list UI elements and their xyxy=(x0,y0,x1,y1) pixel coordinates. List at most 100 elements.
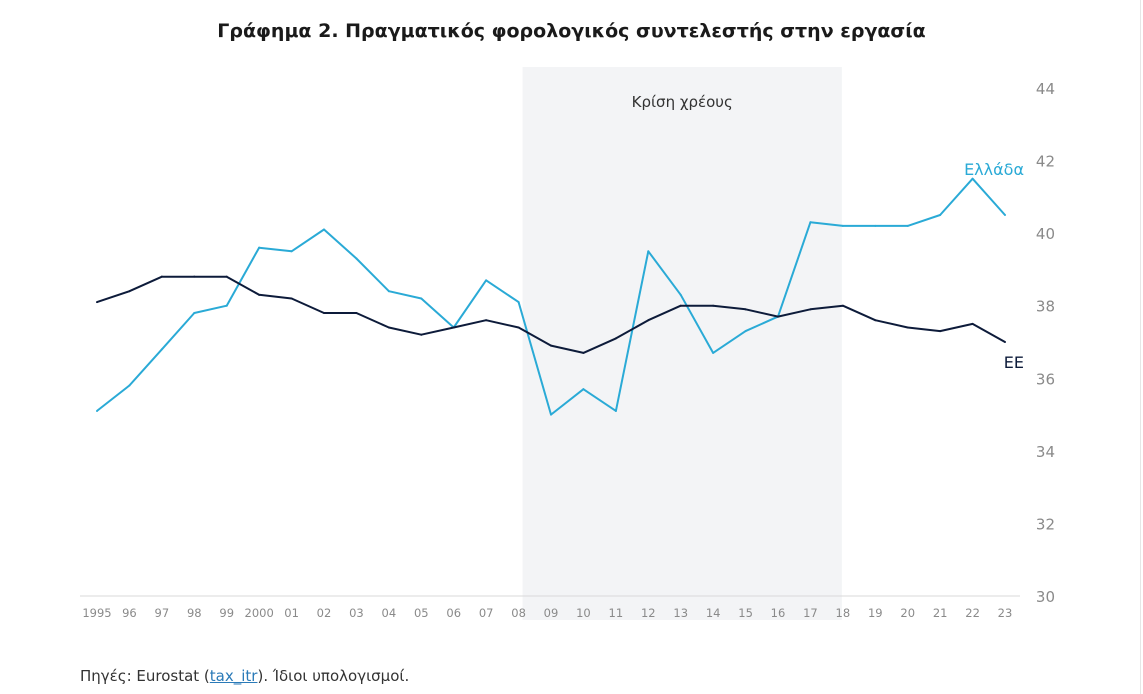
data-point xyxy=(290,297,293,300)
data-point xyxy=(744,308,747,311)
data-point xyxy=(1004,214,1006,216)
series-label: ΕΕ xyxy=(1004,353,1024,372)
y-tick-label: 36 xyxy=(1036,370,1055,388)
data-point xyxy=(550,344,552,347)
x-tick-label: 14 xyxy=(706,606,721,620)
series-label: Ελλάδα xyxy=(964,160,1024,179)
x-tick-label: 17 xyxy=(803,606,818,620)
x-tick-label: 96 xyxy=(122,606,137,620)
data-point xyxy=(550,413,552,416)
x-tick-label: 20 xyxy=(900,606,915,620)
data-point xyxy=(712,351,715,354)
data-point xyxy=(517,301,520,304)
x-tick-label: 11 xyxy=(609,606,624,620)
x-tick-label: 07 xyxy=(479,606,494,620)
x-tick-label: 10 xyxy=(576,606,591,620)
data-point xyxy=(679,293,682,296)
data-point xyxy=(290,250,293,253)
data-point xyxy=(971,322,974,325)
x-tick-label: 97 xyxy=(155,606,170,620)
data-point xyxy=(1004,341,1006,343)
y-tick-label: 38 xyxy=(1036,298,1055,316)
x-tick-label: 03 xyxy=(349,606,364,620)
x-tick-label: 1995 xyxy=(82,606,111,620)
shaded-period-label: Κρίση χρέους xyxy=(632,93,733,111)
data-point xyxy=(225,304,228,307)
data-point xyxy=(193,311,196,314)
source-note: Πηγές: Eurostat (tax_itr). Ίδιοι υπολογι… xyxy=(80,667,409,685)
data-point xyxy=(744,330,747,333)
data-point xyxy=(679,304,682,307)
x-tick-label: 16 xyxy=(771,606,786,620)
x-tick-label: 02 xyxy=(317,606,332,620)
data-point xyxy=(971,177,974,180)
x-tick-label: 13 xyxy=(673,606,688,620)
data-point xyxy=(258,293,261,296)
data-point xyxy=(517,326,520,329)
x-tick-label: 2000 xyxy=(245,606,274,620)
x-tick-label: 18 xyxy=(836,606,851,620)
x-tick-label: 23 xyxy=(998,606,1013,620)
data-point xyxy=(355,257,358,260)
data-point xyxy=(128,290,131,293)
data-point xyxy=(225,275,228,278)
data-point xyxy=(939,330,942,333)
x-tick-label: 19 xyxy=(868,606,883,620)
shaded-period xyxy=(522,67,842,620)
data-point xyxy=(939,214,942,216)
y-tick-label: 40 xyxy=(1036,225,1055,243)
data-point xyxy=(323,228,325,231)
x-tick-label: 04 xyxy=(382,606,397,620)
data-point xyxy=(841,224,844,227)
x-tick-label: 99 xyxy=(219,606,234,620)
y-tick-label: 44 xyxy=(1036,80,1055,98)
data-point xyxy=(712,304,715,307)
data-point xyxy=(614,409,617,412)
data-point xyxy=(906,326,909,329)
source-suffix: ). Ίδιοι υπολογισμοί. xyxy=(257,667,410,685)
data-point xyxy=(160,348,163,351)
data-point xyxy=(485,279,488,282)
data-point xyxy=(777,315,779,318)
data-point xyxy=(96,301,98,304)
data-point xyxy=(874,319,877,322)
x-tick-label: 12 xyxy=(641,606,656,620)
x-tick-label: 21 xyxy=(933,606,948,620)
line-chart: Κρίση χρέους 1995 96 97 98 99 2000 01 02 03 04 05 0… xyxy=(80,67,1055,620)
data-point xyxy=(258,246,261,249)
data-point xyxy=(874,224,877,227)
y-tick-label: 34 xyxy=(1036,443,1055,461)
x-tick-label: 06 xyxy=(446,606,461,620)
data-point xyxy=(809,221,812,224)
data-point xyxy=(485,319,488,322)
x-tick-label: 98 xyxy=(187,606,202,620)
data-point xyxy=(193,275,196,278)
page-edge xyxy=(1140,0,1141,694)
x-tick-label: 01 xyxy=(284,606,299,620)
data-point xyxy=(355,311,358,314)
data-point xyxy=(647,250,650,253)
source-link[interactable]: tax_itr xyxy=(209,667,258,685)
x-tick-label: 08 xyxy=(511,606,526,620)
x-tick-label: 05 xyxy=(414,606,429,620)
data-point xyxy=(647,319,650,322)
data-point xyxy=(906,224,909,227)
data-point xyxy=(582,388,585,391)
y-tick-label: 32 xyxy=(1036,515,1055,533)
data-point xyxy=(96,409,98,412)
data-point xyxy=(387,326,390,329)
y-tick-label: 30 xyxy=(1036,588,1055,606)
data-point xyxy=(452,326,455,329)
data-point xyxy=(420,297,423,300)
data-point xyxy=(614,337,617,340)
x-tick-label: 22 xyxy=(965,606,980,620)
source-prefix: Πηγές: Eurostat ( xyxy=(80,667,210,685)
x-tick-label: 09 xyxy=(544,606,559,620)
chart-title: Γράφημα 2. Πραγματικός φορολογικός συντε… xyxy=(217,20,926,42)
y-tick-label: 42 xyxy=(1036,153,1055,171)
data-point xyxy=(323,311,325,314)
data-point xyxy=(809,308,812,311)
data-point xyxy=(582,351,585,354)
data-point xyxy=(387,290,390,293)
data-point xyxy=(420,333,423,336)
